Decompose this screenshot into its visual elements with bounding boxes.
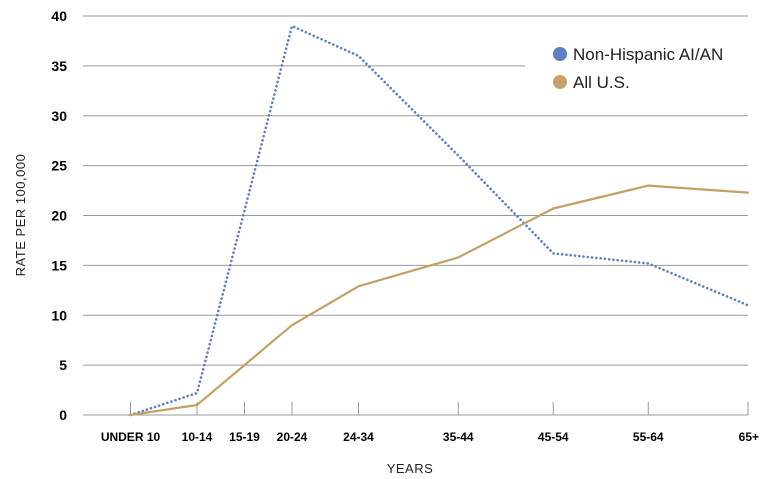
x-tick-label: 65+ <box>739 430 759 444</box>
y-tick-label: 35 <box>51 58 67 74</box>
legend-label: Non-Hispanic AI/AN <box>573 45 723 64</box>
y-axis-title: RATE PER 100,000 <box>13 154 28 277</box>
series-line-1 <box>129 184 750 417</box>
x-tick-labels: UNDER 10 10-14 15-19 20-24 24-34 35-44 45-54 55… <box>101 430 759 444</box>
y-tick-label: 5 <box>59 357 67 373</box>
series-line-0 <box>129 24 750 417</box>
x-tick-label: 45-54 <box>538 430 569 444</box>
x-tick-label: 20-24 <box>277 430 308 444</box>
y-tick-label: 20 <box>51 208 67 224</box>
y-tick-label: 25 <box>51 158 67 174</box>
x-tick-label: 55-64 <box>633 430 664 444</box>
series <box>129 24 750 417</box>
x-axis-title: YEARS <box>387 461 434 476</box>
legend-marker <box>553 47 567 61</box>
y-tick-labels: 0 5 10 15 20 25 30 35 40 <box>51 8 67 423</box>
x-tick-marks <box>130 402 749 415</box>
x-tick-label: UNDER 10 <box>101 430 161 444</box>
y-tick-label: 40 <box>51 8 67 24</box>
x-tick-label: 10-14 <box>182 430 213 444</box>
legend-label: All U.S. <box>573 73 630 92</box>
x-tick-label: 15-19 <box>229 430 260 444</box>
y-tick-label: 10 <box>51 307 67 323</box>
y-tick-label: 0 <box>59 407 67 423</box>
x-tick-label: 24-34 <box>343 430 374 444</box>
x-tick-label: 35-44 <box>443 430 474 444</box>
y-tick-label: 15 <box>51 257 67 273</box>
y-tick-label: 30 <box>51 108 67 124</box>
legend-marker <box>553 75 567 89</box>
grid <box>83 15 748 416</box>
legend: Non-Hispanic AI/AN All U.S. <box>553 45 723 92</box>
